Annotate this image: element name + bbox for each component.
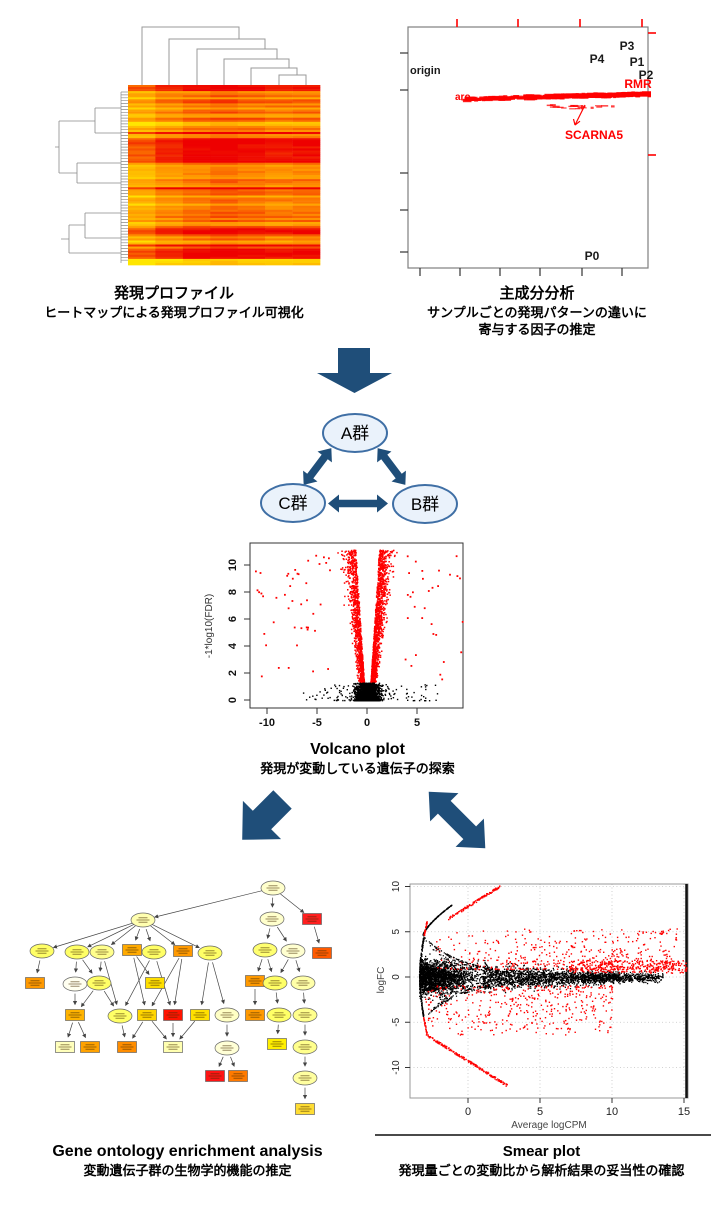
svg-text:P2: P2 bbox=[639, 68, 654, 82]
pca-caption: 主成分分析 サンプルごとの発現パターンの違いに 寄与する因子の推定 bbox=[363, 284, 711, 338]
heatmap-caption: 発現プロファイル ヒートマップによる発現プロファイル可視化 bbox=[0, 284, 348, 321]
go-title: Gene ontology enrichment analysis bbox=[52, 1143, 323, 1160]
group-b-node: B群 bbox=[392, 484, 458, 524]
group-double-arrows bbox=[303, 448, 406, 513]
heatmap-subtitle: ヒートマップによる発現プロファイル可視化 bbox=[44, 305, 304, 320]
down-arrow-icon bbox=[317, 348, 392, 393]
volcano-caption: Volcano plot 発現が変動している遺伝子の探索 bbox=[175, 740, 540, 777]
pca-title: 主成分分析 bbox=[499, 285, 575, 302]
smear-caption: Smear plot 発現量ごとの変動比から解析結果の妥当性の確認 bbox=[372, 1142, 711, 1179]
smear-x-axis-label: Average logCPM bbox=[511, 1120, 586, 1131]
heatmap-cells bbox=[128, 85, 321, 266]
svg-text:P1: P1 bbox=[630, 55, 645, 69]
pca-plot-box bbox=[407, 26, 649, 269]
smear-y-axis-label: logFC bbox=[376, 967, 387, 994]
go-dag-figure bbox=[25, 880, 332, 1115]
smear-points bbox=[418, 885, 688, 1087]
svg-text:origin: origin bbox=[410, 65, 441, 77]
svg-text:10: 10 bbox=[227, 559, 239, 571]
group-a-ellipse bbox=[322, 413, 388, 453]
svg-text:6: 6 bbox=[227, 616, 239, 622]
volcano-subtitle: 発現が変動している遺伝子の探索 bbox=[260, 761, 455, 776]
volcano-axes: -10 -5 0 5 0 2 4 6 8 10 bbox=[227, 559, 420, 729]
svg-text:RMR: RMR bbox=[624, 77, 652, 91]
volcano-plot-box bbox=[249, 542, 464, 709]
row-dendrogram bbox=[55, 107, 121, 254]
pca-subtitle-2: 寄与する因子の推定 bbox=[478, 322, 596, 337]
group-c-ellipse bbox=[260, 483, 326, 523]
svg-text:0: 0 bbox=[227, 697, 239, 703]
group-b-label: B群 bbox=[411, 495, 439, 514]
svg-text:-5: -5 bbox=[312, 717, 322, 729]
volcano-points bbox=[255, 549, 464, 702]
dag-nodes bbox=[25, 880, 332, 1115]
group-c-label: C群 bbox=[278, 494, 307, 513]
smear-subtitle: 発現量ごとの変動比から解析結果の妥当性の確認 bbox=[398, 1163, 685, 1178]
volcano-y-axis-label: -1*log10(FDR) bbox=[204, 594, 215, 658]
pca-callout-arrow bbox=[572, 104, 586, 126]
svg-text:SCARNA5: SCARNA5 bbox=[565, 128, 623, 142]
down-left-arrow-icon bbox=[242, 790, 292, 840]
svg-text:-10: -10 bbox=[259, 717, 275, 729]
go-subtitle: 変動遺伝子群の生物学的機能の推定 bbox=[83, 1163, 292, 1178]
smear-divider-line bbox=[375, 1134, 711, 1136]
smear-plot-box bbox=[409, 883, 689, 1099]
heatmap-title: 発現プロファイル bbox=[113, 285, 234, 302]
svg-text:P0: P0 bbox=[585, 249, 600, 263]
svg-text:0: 0 bbox=[364, 717, 370, 729]
column-dendrogram bbox=[141, 26, 307, 85]
pca-axis-ticks bbox=[400, 19, 656, 276]
svg-text:P4: P4 bbox=[590, 52, 605, 66]
svg-text:2: 2 bbox=[227, 670, 239, 676]
svg-text:4: 4 bbox=[227, 642, 239, 649]
branch-arrows bbox=[242, 790, 486, 849]
svg-text:8: 8 bbox=[227, 589, 239, 595]
group-comparison-diagram: A群 C群 B群 bbox=[260, 348, 458, 524]
group-c-node: C群 bbox=[260, 483, 326, 523]
pca-gene-label-band bbox=[461, 91, 651, 110]
group-a-node: A群 bbox=[322, 413, 388, 453]
heatmap-figure bbox=[55, 26, 321, 266]
volcano-title: Volcano plot bbox=[310, 741, 405, 758]
svg-text:5: 5 bbox=[414, 717, 420, 729]
pca-cluster-fragment-label: aro bbox=[455, 92, 471, 103]
dag-edges bbox=[35, 889, 321, 1100]
pca-subtitle-1: サンプルごとの発現パターンの違いに bbox=[427, 305, 647, 320]
go-caption: Gene ontology enrichment analysis 変動遺伝子群… bbox=[5, 1142, 370, 1179]
smear-title: Smear plot bbox=[502, 1143, 581, 1160]
group-b-ellipse bbox=[392, 484, 458, 524]
row-dendrogram-comb bbox=[120, 91, 128, 263]
volcano-plot-figure: -1*log10(FDR) -10 -5 0 5 0 2 4 6 8 10 bbox=[204, 542, 464, 729]
svg-text:P3: P3 bbox=[620, 39, 635, 53]
double-diagonal-arrow-icon bbox=[428, 791, 486, 849]
group-a-label: A群 bbox=[341, 424, 369, 443]
